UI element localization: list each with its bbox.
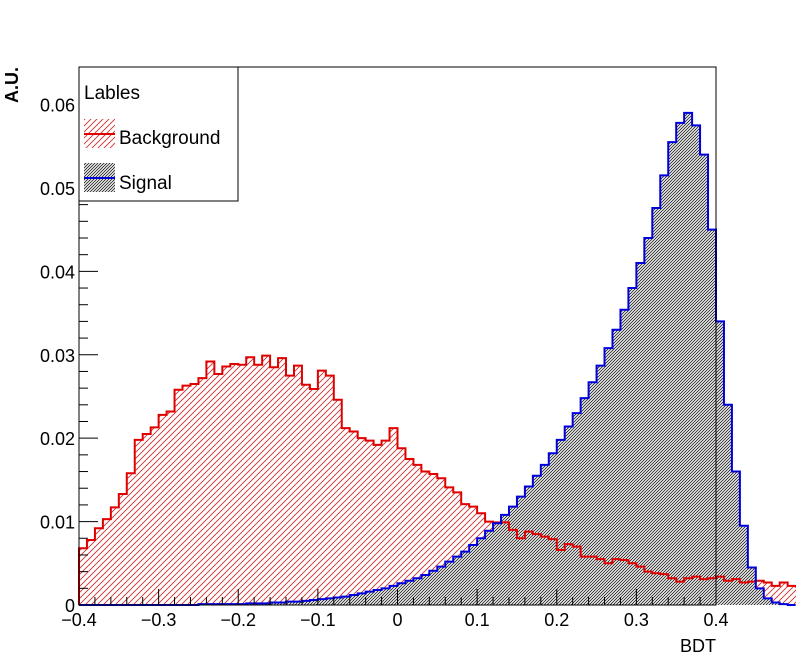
x-tick-label: −0.1 bbox=[300, 610, 336, 630]
x-tick-label: 0 bbox=[392, 610, 402, 630]
series-fill-background bbox=[79, 355, 796, 605]
series-line-background bbox=[78, 354, 796, 605]
y-tick-label: 0.06 bbox=[40, 96, 75, 116]
legend-label-background: Background bbox=[119, 128, 220, 149]
x-tick-label: 0.3 bbox=[624, 610, 649, 630]
x-tick-label: −0.4 bbox=[61, 610, 97, 630]
plot-lines bbox=[78, 111, 796, 606]
x-tick-label: 0.2 bbox=[544, 610, 569, 630]
series-line-signal bbox=[79, 111, 796, 606]
legend: Lables Background Signal bbox=[78, 66, 239, 202]
x-axis-title: BDT bbox=[680, 636, 716, 656]
axis-tick-labels: −0.4 −0.3 −0.2 −0.1 0 0.1 0.2 0.3 0.4 0 0.01 0.02 0.… bbox=[40, 96, 729, 630]
plot-fills bbox=[79, 112, 796, 605]
x-tick-label: −0.2 bbox=[220, 610, 256, 630]
y-tick-label: 0.04 bbox=[40, 262, 75, 282]
legend-title: Lables bbox=[84, 83, 140, 104]
series-fill-signal bbox=[79, 112, 796, 605]
y-tick-label: 0.03 bbox=[40, 346, 75, 366]
y-tick-label: 0.05 bbox=[40, 179, 75, 199]
x-tick-label: 0.1 bbox=[465, 610, 490, 630]
y-tick-label: 0.01 bbox=[40, 513, 75, 533]
x-tick-label: 0.4 bbox=[703, 610, 728, 630]
y-axis-title: A.U. bbox=[2, 67, 22, 103]
x-tick-label: −0.3 bbox=[141, 610, 177, 630]
legend-label-signal: Signal bbox=[119, 173, 172, 194]
y-tick-label: 0 bbox=[65, 596, 75, 616]
y-tick-label: 0.02 bbox=[40, 429, 75, 449]
